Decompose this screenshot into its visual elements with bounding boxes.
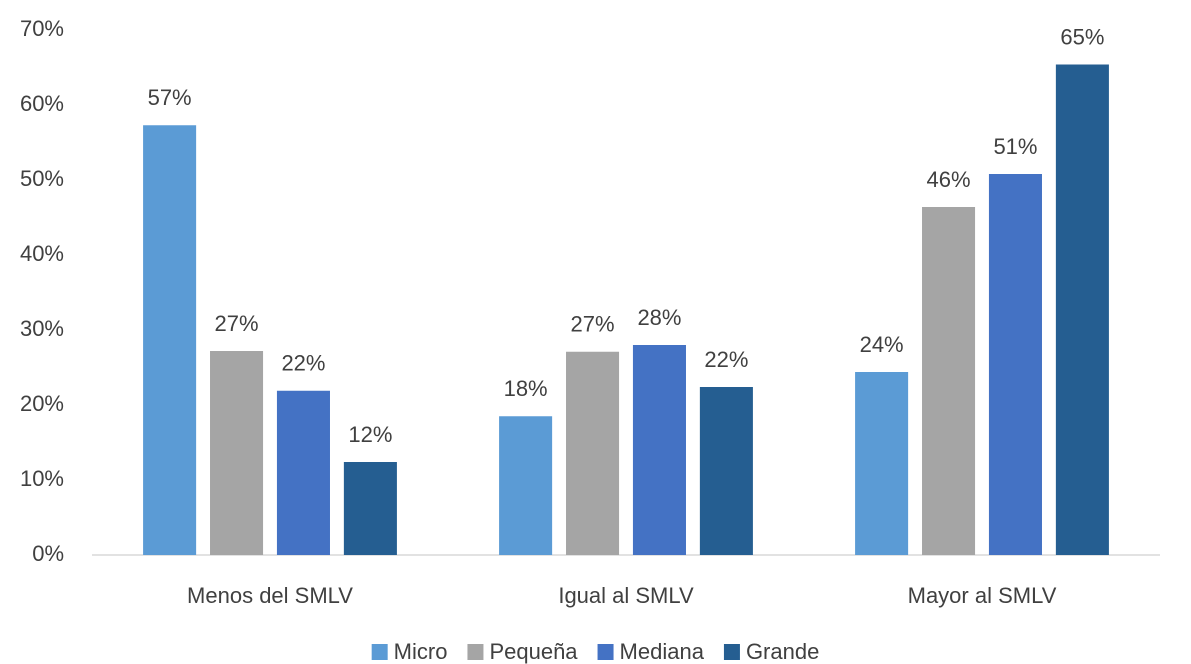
bar	[1055, 64, 1109, 555]
data-label: 51%	[993, 134, 1037, 159]
y-tick-label: 20%	[20, 391, 64, 416]
data-label: 57%	[148, 85, 192, 110]
legend-swatch	[723, 644, 740, 660]
data-label: 22%	[281, 351, 325, 376]
bar	[699, 387, 753, 555]
legend-label: Grande	[746, 639, 819, 664]
legend-label: Mediana	[620, 639, 705, 664]
legend-label: Pequeña	[489, 639, 578, 664]
bar	[143, 125, 197, 555]
bar	[632, 345, 686, 555]
bar	[276, 390, 330, 555]
x-tick-label: Mayor al SMLV	[908, 583, 1057, 608]
y-tick-label: 0%	[32, 541, 64, 566]
legend-swatch	[467, 644, 484, 660]
data-label: 18%	[504, 376, 548, 401]
y-tick-label: 70%	[20, 16, 64, 41]
data-label: 22%	[704, 347, 748, 372]
data-label: 65%	[1060, 24, 1104, 49]
bar	[210, 351, 264, 555]
data-label: 27%	[571, 312, 615, 337]
y-tick-label: 60%	[20, 91, 64, 116]
y-tick-label: 10%	[20, 466, 64, 491]
legend-label: Micro	[394, 639, 448, 664]
data-label: 12%	[348, 422, 392, 447]
y-tick-label: 30%	[20, 316, 64, 341]
bar	[855, 372, 909, 555]
y-tick-label: 40%	[20, 241, 64, 266]
legend-swatch	[371, 644, 388, 660]
legend-swatch	[597, 644, 614, 660]
bar	[499, 416, 553, 555]
data-label: 28%	[637, 305, 681, 330]
bar	[922, 207, 976, 555]
y-tick-label: 50%	[20, 166, 64, 191]
bar	[988, 174, 1042, 555]
bar	[343, 462, 397, 555]
data-label: 24%	[860, 332, 904, 357]
bar	[566, 351, 620, 555]
x-tick-label: Menos del SMLV	[187, 583, 353, 608]
data-label: 27%	[215, 311, 259, 336]
data-label: 46%	[927, 167, 971, 192]
x-tick-label: Igual al SMLV	[558, 583, 694, 608]
